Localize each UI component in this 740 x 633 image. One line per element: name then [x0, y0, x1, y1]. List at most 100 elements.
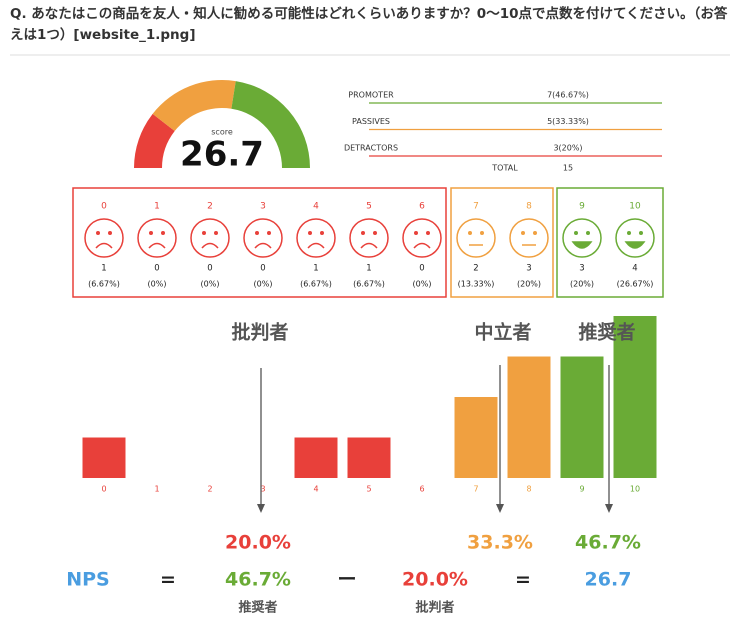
formula-minus: ー: [337, 569, 356, 591]
face-eye: [108, 231, 112, 235]
face: [296, 218, 336, 258]
face-eye: [149, 231, 153, 235]
bar-score-label: 7: [473, 485, 478, 494]
gauge-segment: [134, 113, 175, 168]
bar-score-label: 1: [154, 485, 159, 494]
summary-label: DETRACTORS: [344, 144, 398, 153]
score-label: 9: [579, 202, 585, 212]
score-label: 6: [419, 202, 425, 212]
face-mouth: [148, 242, 166, 249]
score-count: 4: [632, 264, 637, 274]
face-eye: [533, 231, 537, 235]
score-label: 10: [629, 202, 641, 212]
group-label: 中立者: [474, 321, 531, 344]
formula-equals: =: [160, 569, 176, 591]
score-percent: (0%): [201, 280, 220, 289]
score-count: 1: [101, 264, 106, 274]
group-label: 推奨者: [578, 321, 635, 344]
bar-score-label: 9: [579, 485, 584, 494]
face-mouth: [571, 241, 593, 249]
gauge-segment: [152, 80, 236, 132]
face-eye: [267, 231, 271, 235]
group-percentage: 33.3%: [467, 532, 533, 554]
summary-value: 3(20%): [553, 144, 582, 153]
face-mouth: [624, 241, 646, 249]
face-eye: [202, 231, 206, 235]
face-eye: [214, 231, 218, 235]
bar: [347, 437, 391, 478]
face-eye: [161, 231, 165, 235]
question: Q. あなたはこの商品を友人・知人に勧める可能性はどれくらいありますか？0〜10…: [10, 6, 728, 43]
summary-label: PASSIVES: [352, 117, 390, 126]
score-percent: (20%): [570, 280, 594, 289]
face: [615, 218, 655, 258]
score-label: 8: [526, 202, 532, 212]
score-percent: (13.33%): [458, 280, 495, 289]
score-percent: (0%): [148, 280, 167, 289]
bar-score-label: 10: [630, 485, 640, 494]
face-mouth: [413, 242, 431, 249]
formula-detractors-label: 批判者: [415, 600, 454, 616]
score-count: 0: [419, 264, 424, 274]
bar: [294, 437, 338, 478]
face-eye: [574, 231, 578, 235]
gauge-label: score: [211, 128, 233, 137]
face-eye: [639, 231, 643, 235]
face: [402, 218, 442, 258]
group-box: [450, 187, 554, 298]
summary-total-label: TOTAL: [491, 164, 518, 173]
bar: [507, 356, 551, 478]
score-label: 2: [207, 202, 213, 212]
face-mouth: [95, 242, 113, 249]
arrow-head: [605, 504, 613, 513]
score-count: 0: [154, 264, 159, 274]
face: [137, 218, 177, 258]
score-label: 7: [473, 202, 479, 212]
group-percentage: 46.7%: [575, 532, 641, 554]
score-count: 1: [313, 264, 318, 274]
gauge-segment: [231, 81, 310, 168]
score-count: 3: [579, 264, 584, 274]
score-count: 2: [473, 264, 478, 274]
score-count: 1: [366, 264, 371, 274]
face-eye: [320, 231, 324, 235]
face-eye: [361, 231, 365, 235]
score-label: 1: [154, 202, 160, 212]
score-percent: (6.67%): [88, 280, 120, 289]
summary-label: PROMOTER: [348, 91, 394, 100]
score-label: 0: [101, 202, 107, 212]
face-eye: [373, 231, 377, 235]
bar: [82, 437, 126, 478]
score-percent: (20%): [517, 280, 541, 289]
bar-score-label: 8: [526, 485, 531, 494]
score-percent: (26.67%): [617, 280, 654, 289]
bar-score-label: 2: [207, 485, 212, 494]
bar-score-label: 5: [366, 485, 371, 494]
summary-value: 7(46.67%): [547, 91, 589, 100]
bar-score-label: 6: [419, 485, 424, 494]
face-mouth: [360, 242, 378, 249]
bar-score-label: 4: [313, 485, 318, 494]
formula-detractors: 20.0%: [402, 569, 468, 591]
formula-equals-2: =: [515, 569, 531, 591]
formula-promoters: 46.7%: [225, 569, 291, 591]
bar-score-label: 3: [260, 485, 265, 494]
arrow-head: [257, 504, 265, 513]
formula-result: 26.7: [585, 569, 632, 591]
group-box: [556, 187, 664, 298]
summary-value: 5(33.33%): [547, 117, 589, 126]
score-count: 3: [526, 264, 531, 274]
face: [243, 218, 283, 258]
face-mouth: [201, 242, 219, 249]
group-box: [72, 187, 447, 298]
face: [84, 218, 124, 258]
score-count: 0: [207, 264, 212, 274]
face-eye: [308, 231, 312, 235]
bar: [613, 316, 657, 478]
score-percent: (6.67%): [300, 280, 332, 289]
bar-score-label: 0: [101, 485, 106, 494]
face-eye: [521, 231, 525, 235]
group-label: 批判者: [231, 322, 288, 344]
formula-promoters-label: 推奨者: [238, 600, 277, 616]
